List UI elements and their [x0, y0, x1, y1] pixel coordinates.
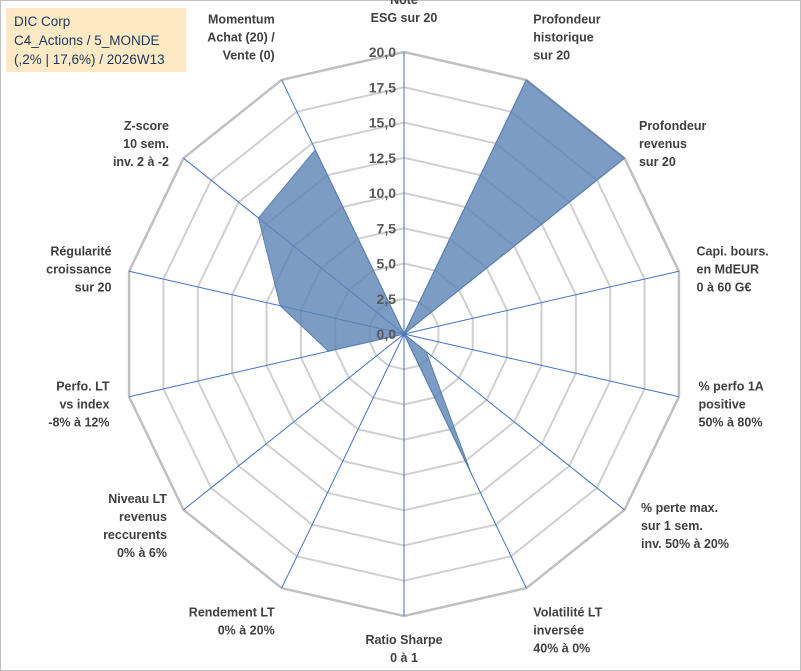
axis-label: Régularité croissance sur 20 [46, 245, 111, 295]
axis-label: Niveau LT revenus reccurents 0% à 6% [103, 492, 167, 560]
tick-label: 15,0 [369, 115, 396, 131]
series-area [257, 79, 625, 475]
title-line-1: DIC Corp [14, 14, 71, 29]
axis-label: % perte max. sur 1 sem. inv. 50% à 20% [641, 501, 729, 551]
axis-label: Momentum Achat (20) / Vente (0) [207, 13, 275, 63]
title-line-3: (,2% | 17,6%) / 2026W13 [14, 52, 165, 67]
axis-label: Note ESG sur 20 [371, 0, 438, 25]
tick-label: 5,0 [377, 256, 397, 272]
axis-spoke [403, 333, 625, 511]
axis-label: Perfo. LT vs index -8% à 12% [48, 379, 110, 429]
axis-labels: Note ESG sur 20 Profondeur historique sur 20… [46, 0, 769, 665]
axis-label: Z-score 10 sem. inv. 2 à -2 [113, 119, 169, 169]
axis-spoke [183, 333, 405, 511]
radial-tick-labels: 0,0 2,5 5,0 7,5 10,0 12,5 15,0 17,5 20,0 [369, 44, 396, 342]
axis-spoke [403, 333, 680, 398]
axis-label: Rendement LT 0% à 20% [189, 605, 275, 637]
axis-label: Profondeur revenus sur 20 [639, 119, 706, 169]
tick-label: 20,0 [369, 44, 396, 60]
title-line-2: C4_Actions / 5_MONDE [14, 33, 160, 48]
axis-spoke [403, 270, 680, 335]
axis-label: Volatilité LT inversée 40% à 0% [533, 605, 602, 655]
tick-label: 10,0 [369, 185, 396, 201]
tick-label: 0,0 [377, 326, 397, 342]
tick-label: 7,5 [377, 220, 397, 236]
axis-label: % perfo 1A positive 50% à 80% [699, 379, 764, 429]
axis-label: Profondeur historique sur 20 [533, 13, 600, 63]
axis-spoke [281, 333, 405, 589]
axis-label: Capi. bours. en MdEUR 0 à 60 G€ [697, 245, 769, 295]
chart-title-box: DIC Corp C4_Actions / 5_MONDE (,2% | 17,… [6, 8, 186, 72]
tick-label: 12,5 [369, 150, 396, 166]
tick-label: 2,5 [377, 291, 397, 307]
axis-label: Ratio Sharpe 0 à 1 [365, 633, 442, 665]
radar-series [257, 79, 625, 475]
tick-label: 17,5 [369, 79, 396, 95]
